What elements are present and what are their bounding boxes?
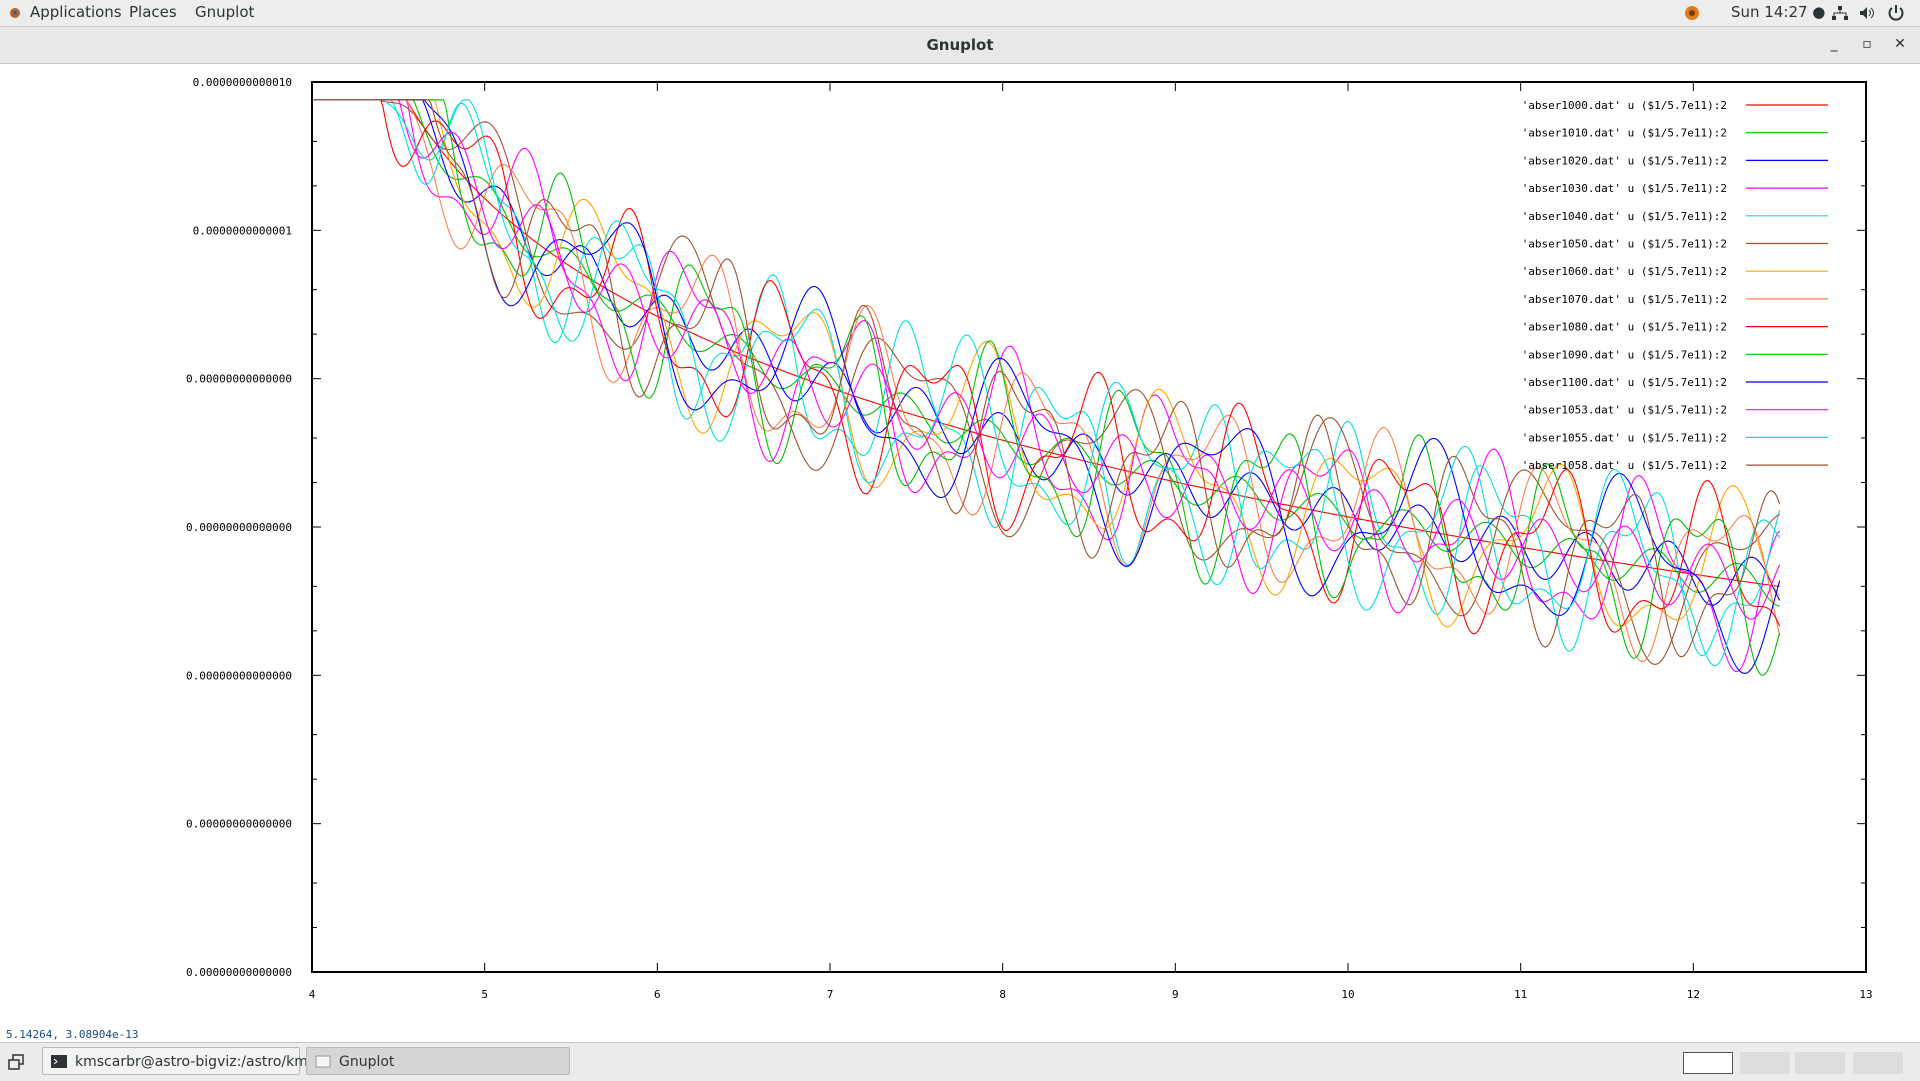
legend-label: 'abser1090.dat' u ($1/5.7e11):2 [1522, 348, 1727, 361]
series-line [313, 99, 1781, 658]
y-tick-label: 0.00000000000000 [186, 373, 292, 386]
series-line [313, 99, 1781, 657]
workspace-1[interactable] [1683, 1052, 1733, 1074]
y-tick-label: 0.00000000000000 [186, 818, 292, 831]
minimize-button[interactable]: _ [1830, 36, 1838, 52]
legend-label: 'abser1020.dat' u ($1/5.7e11):2 [1522, 154, 1727, 167]
series-line [313, 99, 1780, 588]
workspace-4[interactable] [1853, 1052, 1903, 1074]
series-line [313, 99, 1781, 662]
y-tick-labels: 0.00000000000000 0.00000000000000 0.000000… [186, 76, 292, 979]
legend-label: 'abser1050.dat' u ($1/5.7e11):2 [1522, 238, 1727, 251]
legend-label: 'abser1030.dat' u ($1/5.7e11):2 [1522, 182, 1727, 195]
plot-border [311, 81, 1867, 973]
gnuplot-window-icon [315, 1055, 331, 1068]
legend-label: 'abser1000.dat' u ($1/5.7e11):2 [1522, 99, 1727, 112]
x-tick-label: 7 [827, 988, 834, 1001]
x-tick-label: 6 [654, 988, 661, 1001]
taskbar-item-gnuplot[interactable]: Gnuplot [306, 1047, 570, 1075]
gnuplot-canvas[interactable]: 0.00000000000000 0.00000000000000 0.000000… [0, 64, 1920, 1042]
series-line [313, 99, 1781, 628]
window-title: Gnuplot [926, 36, 994, 54]
taskbar: kmscarbr@astro-bigviz:/astro/kmsc... Gnu… [0, 1042, 1920, 1081]
network-icon[interactable] [1831, 5, 1849, 21]
legend-label: 'abser1080.dat' u ($1/5.7e11):2 [1522, 321, 1727, 334]
volume-icon[interactable] [1858, 5, 1876, 21]
legend-label: 'abser1100.dat' u ($1/5.7e11):2 [1522, 376, 1727, 389]
workspace-2[interactable] [1740, 1052, 1790, 1074]
x-tick-label: 10 [1341, 988, 1354, 1001]
maximize-button[interactable]: ▫ [1862, 36, 1872, 52]
power-icon[interactable] [1887, 4, 1905, 22]
y-tick-label: 0.00000000000000 [186, 669, 292, 682]
series-line [313, 99, 1781, 620]
legend-label: 'abser1060.dat' u ($1/5.7e11):2 [1522, 265, 1727, 278]
series-line [313, 99, 1781, 674]
series-line [313, 99, 1781, 667]
taskbar-item-terminal[interactable]: kmscarbr@astro-bigviz:/astro/kmsc... [42, 1047, 336, 1075]
clock[interactable]: Sun 14:27 ● [1731, 3, 1826, 21]
x-tick-label: 8 [999, 988, 1006, 1001]
legend-label: 'abser1055.dat' u ($1/5.7e11):2 [1522, 431, 1727, 444]
applications-icon [10, 8, 20, 18]
close-button[interactable]: ✕ [1894, 36, 1906, 52]
legend-label: 'abser1053.dat' u ($1/5.7e11):2 [1522, 404, 1727, 417]
y-tick-label: 0.00000000000000 [186, 966, 292, 979]
menu-places[interactable]: Places [129, 3, 177, 21]
plot-curves [313, 99, 1781, 676]
mouse-coordinates: 5.14264, 3.08904e-13 [6, 1028, 139, 1041]
legend-label: 'abser1070.dat' u ($1/5.7e11):2 [1522, 293, 1727, 306]
top-bar: Applications Places Gnuplot Sun 14:27 ● [0, 0, 1920, 27]
taskbar-item-label: kmscarbr@astro-bigviz:/astro/kmsc... [75, 1054, 337, 1070]
y-tick-label: 0.0000000000010 [193, 76, 292, 89]
x-tick-label: 4 [309, 988, 316, 1001]
y-tick-label: 0.0000000000001 [193, 224, 292, 237]
legend-label: 'abser1010.dat' u ($1/5.7e11):2 [1522, 127, 1727, 140]
taskbar-item-label: Gnuplot [339, 1054, 395, 1070]
legend: 'abser1000.dat' u ($1/5.7e11):2 'abser101… [1522, 99, 1828, 472]
window-titlebar[interactable]: Gnuplot _ ▫ ✕ [0, 27, 1920, 64]
ubuntu-software-icon[interactable] [1684, 5, 1700, 21]
show-desktop-icon[interactable] [6, 1052, 28, 1072]
series-line [313, 99, 1781, 635]
series-line [313, 99, 1781, 676]
x-tick-label: 5 [481, 988, 488, 1001]
x-tick-label: 11 [1514, 988, 1527, 1001]
workspace-3[interactable] [1795, 1052, 1845, 1074]
x-tick-label: 13 [1859, 988, 1872, 1001]
y-tick-label: 0.00000000000000 [186, 521, 292, 534]
series-line [313, 99, 1780, 665]
x-tick-labels: 4 5 6 7 8 9 10 11 12 13 [309, 988, 1873, 1001]
menu-gnuplot[interactable]: Gnuplot [195, 3, 255, 21]
terminal-icon [51, 1055, 67, 1068]
x-tick-label: 12 [1687, 988, 1700, 1001]
x-tick-label: 9 [1172, 988, 1179, 1001]
menu-applications[interactable]: Applications [30, 3, 122, 21]
legend-label: 'abser1058.dat' u ($1/5.7e11):2 [1522, 459, 1727, 472]
legend-label: 'abser1040.dat' u ($1/5.7e11):2 [1522, 210, 1727, 223]
